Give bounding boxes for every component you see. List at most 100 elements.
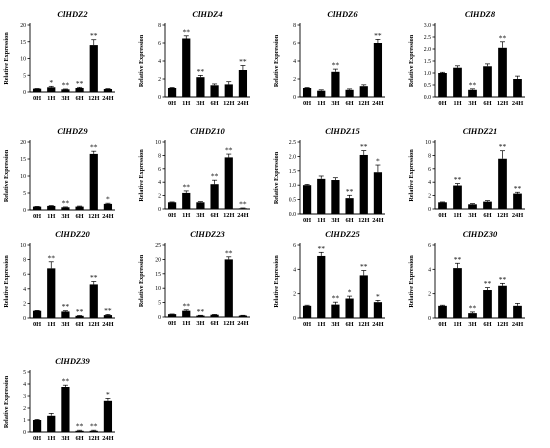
bar-6H: [75, 315, 84, 318]
x-tick-label: 24H: [512, 100, 523, 107]
bar-1H: [317, 178, 326, 214]
y-tick-label: 15: [155, 272, 161, 278]
bar-24H: [513, 305, 522, 318]
panel-title: ClHDZ20: [55, 229, 90, 239]
significance-marker: **: [197, 67, 205, 76]
significance-marker: **: [90, 273, 98, 282]
y-tick-label: 15: [20, 40, 26, 46]
bar-6H: [345, 198, 354, 214]
x-tick-label: 6H: [483, 212, 491, 219]
y-tick-label: 8: [293, 23, 296, 29]
significance-marker: **: [499, 142, 507, 151]
bar-6H: [210, 184, 219, 209]
significance-marker: **: [90, 31, 98, 40]
x-tick-label: 3H: [331, 100, 339, 107]
x-tick-label: 6H: [345, 217, 353, 224]
x-tick-label: 0H: [33, 95, 41, 102]
significance-marker: **: [197, 307, 205, 316]
x-tick-label: 12H: [223, 320, 234, 327]
y-tick-label: 3: [23, 394, 26, 400]
y-tick-label: 2: [293, 292, 296, 298]
x-tick-label: 12H: [497, 100, 508, 107]
x-tick-label: 6H: [210, 100, 218, 107]
x-tick-label: 1H: [453, 212, 461, 219]
y-tick-label: 2.5: [424, 35, 431, 41]
x-tick-label: 6H: [210, 320, 218, 327]
x-tick-label: 24H: [512, 321, 523, 328]
significance-marker: **: [360, 142, 368, 151]
significance-marker: **: [211, 172, 219, 181]
x-tick-label: 0H: [438, 212, 446, 219]
panel-ClHDZ10: ClHDZ10 Relative Expression 0 2 4 6 8 10 0H ** 1H 3…: [138, 126, 250, 219]
x-tick-label: 3H: [331, 217, 339, 224]
significance-marker: **: [332, 61, 340, 70]
bar-12H: [89, 284, 98, 318]
x-tick-label: 1H: [47, 95, 55, 102]
y-tick-label: 0: [293, 95, 296, 101]
bar-24H: [373, 302, 383, 318]
significance-marker: **: [360, 262, 368, 271]
x-tick-label: 1H: [317, 321, 325, 328]
x-tick-label: 3H: [196, 212, 204, 219]
panel-title: ClHDZ30: [463, 229, 498, 239]
x-tick-label: 0H: [168, 100, 176, 107]
significance-marker: **: [499, 275, 507, 284]
bar-24H: [103, 88, 113, 92]
y-axis-label: Relative Expression: [138, 254, 145, 307]
bar-6H: [75, 206, 84, 210]
significance-marker: **: [62, 80, 70, 89]
y-tick-label: 6: [293, 243, 296, 249]
x-tick-label: 6H: [75, 435, 83, 442]
bar-24H: [373, 172, 383, 214]
y-tick-label: 1.5: [424, 59, 431, 65]
y-tick-label: 0: [428, 207, 431, 213]
x-tick-label: 12H: [223, 100, 234, 107]
x-tick-label: 0H: [303, 217, 311, 224]
significance-marker: *: [376, 157, 380, 166]
x-tick-label: 6H: [75, 321, 83, 328]
x-tick-label: 24H: [237, 100, 248, 107]
bar-1H: [182, 310, 191, 317]
bar-24H: [373, 43, 383, 97]
y-tick-label: 0.5: [289, 198, 296, 204]
x-tick-label: 0H: [303, 100, 311, 107]
bar-12H: [224, 84, 233, 97]
x-tick-label: 1H: [47, 435, 55, 442]
x-tick-label: 24H: [102, 95, 113, 102]
y-tick-label: 2: [428, 194, 431, 200]
bar-3H: [196, 202, 205, 209]
x-tick-label: 12H: [497, 321, 508, 328]
bar-0H: [167, 202, 177, 209]
bar-6H: [345, 89, 354, 97]
significance-marker: **: [346, 187, 354, 196]
bar-1H: [182, 38, 191, 97]
y-tick-label: 0: [23, 430, 26, 436]
panel-title: ClHDZ4: [192, 9, 222, 19]
bar-1H: [47, 415, 56, 432]
significance-marker: **: [76, 422, 84, 431]
panel-ClHDZ30: ClHDZ30 Relative Expression 0 2 4 6 0H ** 1H ** 3H…: [408, 229, 525, 328]
bar-24H: [513, 79, 522, 97]
x-tick-label: 1H: [182, 320, 190, 327]
panel-title: ClHDZ2: [57, 9, 88, 19]
y-tick-label: 10: [20, 57, 26, 63]
y-tick-label: 2: [23, 301, 26, 307]
x-tick-label: 3H: [61, 95, 69, 102]
y-tick-label: 2: [158, 194, 161, 200]
x-tick-label: 12H: [88, 213, 99, 220]
x-tick-label: 24H: [102, 435, 113, 442]
x-tick-label: 1H: [453, 321, 461, 328]
significance-marker: *: [49, 78, 53, 87]
y-tick-label: 4: [23, 287, 26, 293]
significance-marker: **: [183, 27, 191, 36]
bar-1H: [47, 205, 56, 210]
y-tick-label: 8: [428, 153, 431, 159]
x-tick-label: 0H: [438, 321, 446, 328]
x-tick-label: 6H: [345, 100, 353, 107]
y-tick-label: 0.0: [289, 212, 296, 218]
x-tick-label: 0H: [33, 435, 41, 442]
panel-ClHDZ39: ClHDZ39 Relative Expression 0 1 2 3 4 5 0H 1H ** 3H…: [3, 356, 115, 442]
panel-ClHDZ20: ClHDZ20 Relative Expression 0 2 4 6 8 10 0H ** 1H *…: [3, 229, 115, 328]
panel-title: ClHDZ8: [465, 9, 496, 19]
y-tick-label: 20: [155, 257, 161, 263]
